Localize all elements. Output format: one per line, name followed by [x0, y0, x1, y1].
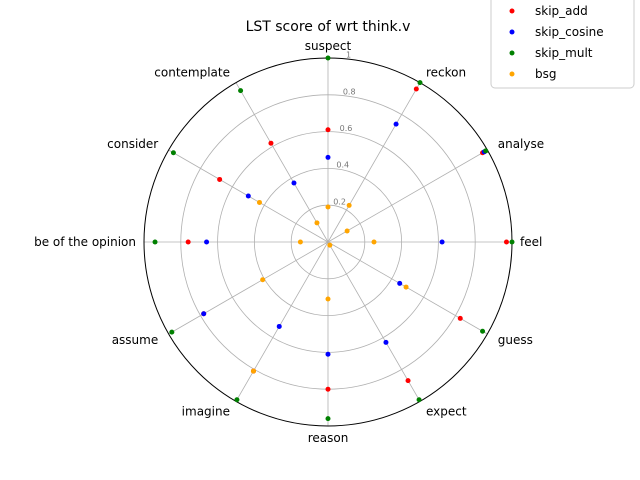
- category-label: reason: [308, 431, 349, 445]
- category-labels: feel analyse reckon suspect contemplate consi…: [34, 39, 544, 445]
- category-label: reckon: [426, 65, 466, 79]
- data-point: [327, 242, 333, 248]
- data-point: [371, 239, 377, 245]
- data-point: [403, 284, 409, 290]
- data-point: [457, 315, 463, 321]
- data-point: [325, 351, 331, 357]
- category-label: suspect: [305, 39, 352, 53]
- data-point: [152, 239, 158, 245]
- angular-gridline: [235, 241, 329, 402]
- category-label: expect: [426, 405, 467, 419]
- radial-tick-label: 0.6: [340, 124, 353, 133]
- category-label: assume: [112, 333, 159, 347]
- data-point: [416, 397, 422, 403]
- data-point: [314, 220, 320, 226]
- data-point: [397, 280, 403, 286]
- data-points: [152, 55, 515, 422]
- data-point: [170, 150, 176, 156]
- angular-gridline: [168, 241, 329, 335]
- data-point: [234, 397, 240, 403]
- data-point: [393, 121, 399, 127]
- data-point: [483, 148, 489, 154]
- data-point: [268, 140, 274, 146]
- data-point: [250, 368, 256, 374]
- category-label: consider: [107, 137, 158, 151]
- polar-grid: [143, 57, 513, 427]
- legend-marker: [509, 50, 515, 56]
- angular-gridline: [327, 82, 421, 243]
- category-label: imagine: [182, 405, 230, 419]
- data-point: [201, 311, 207, 317]
- category-label: analyse: [498, 137, 544, 151]
- radial-tick-label: 0.2: [333, 197, 346, 206]
- chart-title: LST score of wrt think.v: [246, 19, 411, 35]
- data-point: [276, 323, 282, 329]
- data-point: [480, 328, 486, 334]
- data-point: [413, 86, 419, 92]
- legend-marker: [509, 8, 515, 14]
- data-point: [325, 204, 331, 210]
- data-point: [256, 199, 262, 205]
- data-point: [346, 202, 352, 208]
- radial-tick-label: 1: [346, 51, 351, 60]
- radial-tick-label: 0.8: [343, 87, 356, 96]
- angular-gridline: [327, 241, 421, 402]
- category-label: feel: [520, 235, 542, 249]
- category-label: contemplate: [154, 65, 230, 79]
- legend-label: skip_mult: [535, 46, 593, 60]
- data-point: [291, 180, 297, 186]
- data-point: [297, 239, 303, 245]
- angular-gridline: [235, 82, 329, 243]
- data-point: [383, 339, 389, 345]
- data-point: [509, 239, 515, 245]
- data-point: [217, 176, 223, 182]
- data-point: [439, 239, 445, 245]
- legend-label: skip_cosine: [535, 25, 604, 39]
- legend-marker: [509, 29, 515, 35]
- data-point: [245, 193, 251, 199]
- category-label: be of the opinion: [34, 235, 136, 249]
- data-point: [169, 329, 175, 335]
- radial-tick-label: 0.4: [336, 161, 349, 170]
- category-label: guess: [498, 333, 533, 347]
- data-point: [325, 416, 331, 422]
- data-point: [503, 239, 509, 245]
- legend-label: bsg: [535, 67, 557, 81]
- data-point: [417, 80, 423, 86]
- data-point: [185, 239, 191, 245]
- data-point: [325, 296, 331, 302]
- data-point: [325, 386, 331, 392]
- data-point: [325, 154, 331, 160]
- data-point: [260, 277, 266, 283]
- legend-label: skip_add: [535, 4, 588, 18]
- legend-marker: [509, 71, 515, 77]
- data-point: [325, 127, 331, 133]
- radial-tick-labels: 0.2 0.4 0.6 0.8 1: [333, 51, 355, 207]
- angular-gridline: [327, 149, 488, 243]
- data-point: [238, 88, 244, 94]
- legend-frame: [490, 0, 635, 89]
- data-point: [204, 239, 210, 245]
- data-point: [405, 378, 411, 384]
- data-point: [325, 55, 331, 61]
- data-point: [344, 228, 350, 234]
